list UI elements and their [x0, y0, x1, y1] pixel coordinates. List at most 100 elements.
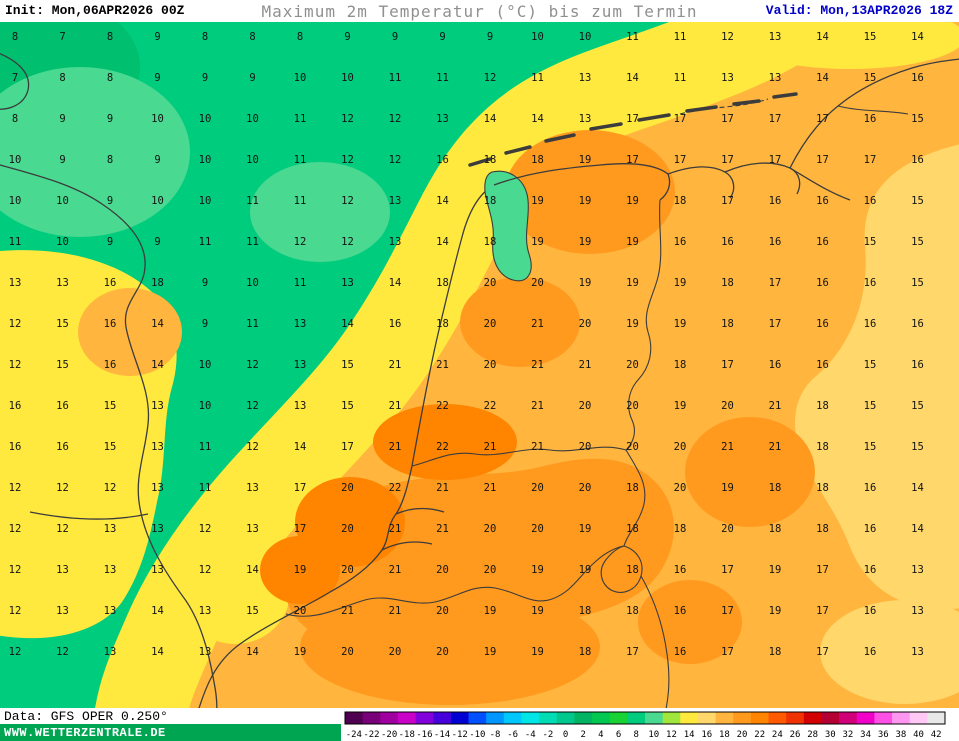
- de-fr-border: [640, 575, 670, 708]
- temp-value: 20: [341, 482, 354, 494]
- temp-value: 17: [816, 113, 829, 125]
- temp-value: 21: [341, 605, 354, 617]
- legend-tick-label: -12: [452, 730, 468, 740]
- temp-value: 12: [9, 605, 22, 617]
- temp-value: 20: [579, 482, 592, 494]
- temp-value: 21: [389, 523, 402, 535]
- temp-value: 13: [294, 400, 307, 412]
- temp-value: 11: [246, 318, 259, 330]
- temp-value: 13: [769, 31, 782, 43]
- temp-value: 20: [484, 359, 497, 371]
- temp-value: 18: [484, 154, 497, 166]
- temp-value: 12: [9, 318, 22, 330]
- temperature-legend: -24 -22 -20 -18 -16 -14 -12 -10 -8 -6 -4 -2 0 2 4 6 8 10 1…: [344, 711, 946, 740]
- temp-value: 18: [579, 646, 592, 658]
- valid-time-label: Valid: Mon,13APR2026 18Z: [765, 3, 953, 18]
- zeeland-estuary-2: [395, 507, 445, 515]
- legend-tick-label: -18: [399, 730, 415, 740]
- temp-value: 17: [816, 646, 829, 658]
- temperature-field: [0, 22, 959, 708]
- temp-value: 14: [436, 195, 449, 207]
- temp-value: 17: [769, 154, 782, 166]
- legend-color-cell: [345, 712, 364, 724]
- temp-value: 19: [484, 605, 497, 617]
- temp-value: 11: [626, 31, 639, 43]
- temp-value: 16: [864, 113, 877, 125]
- temp-value: 12: [341, 195, 354, 207]
- temp-value: 16: [816, 318, 829, 330]
- temp-value: 20: [674, 441, 687, 453]
- temp-value: 13: [246, 523, 259, 535]
- temp-value: 16: [9, 441, 22, 453]
- temp-value: 21: [484, 482, 497, 494]
- temp-value: 14: [389, 277, 402, 289]
- temp-value: 11: [294, 277, 307, 289]
- legend-tick-label: 10: [648, 730, 659, 740]
- legend-colorbar-border: [344, 711, 946, 725]
- temp-value: 17: [769, 318, 782, 330]
- legend-tick-label: 0: [563, 730, 568, 740]
- temp-value: 18: [769, 646, 782, 658]
- temp-value: 17: [674, 154, 687, 166]
- temp-value: 12: [9, 564, 22, 576]
- coastlines: [0, 53, 959, 708]
- legend-color-cell: [380, 712, 399, 724]
- temp-value: 10: [199, 113, 212, 125]
- legend-tick-label: 30: [825, 730, 836, 740]
- temp-value: 19: [531, 236, 544, 248]
- temp-value: 19: [626, 236, 639, 248]
- legend-color-cell: [450, 712, 469, 724]
- temp-value: 17: [626, 154, 639, 166]
- temp-value: 9: [439, 31, 445, 43]
- temp-value: 8: [202, 31, 208, 43]
- temp-value: 8: [107, 72, 113, 84]
- legend-color-cell: [909, 712, 928, 724]
- temp-value: 12: [246, 441, 259, 453]
- map-title: Maximum 2m Temperatur (°C) bis zum Termi…: [261, 2, 698, 21]
- temp-value: 9: [154, 31, 160, 43]
- temp-value: 10: [246, 154, 259, 166]
- temp-value: 11: [246, 195, 259, 207]
- temp-value: 12: [341, 154, 354, 166]
- temp-value: 10: [199, 195, 212, 207]
- temp-value: 16: [864, 277, 877, 289]
- temp-value: 20: [436, 605, 449, 617]
- luxembourg-border: [600, 545, 643, 593]
- temp-value: 20: [484, 277, 497, 289]
- temp-value: 17: [721, 646, 734, 658]
- temp-value: 16: [389, 318, 402, 330]
- temp-value: 18: [769, 482, 782, 494]
- temp-value: 8: [12, 31, 18, 43]
- temp-value: 20: [341, 646, 354, 658]
- temp-value: 19: [579, 236, 592, 248]
- temp-value: 20: [484, 523, 497, 535]
- temp-value: 21: [531, 441, 544, 453]
- temp-value: 10: [151, 113, 164, 125]
- temp-value: 18: [626, 482, 639, 494]
- temp-value: 12: [246, 359, 259, 371]
- temp-value: 15: [104, 400, 117, 412]
- legend-color-cell: [486, 712, 505, 724]
- temp-value: 13: [389, 236, 402, 248]
- legend-tick-label: 14: [684, 730, 695, 740]
- legend-color-cell: [627, 712, 646, 724]
- temp-value: 13: [246, 482, 259, 494]
- temp-value: 16: [674, 605, 687, 617]
- temp-value: 11: [199, 441, 212, 453]
- legend-color-cell: [803, 712, 822, 724]
- legend-tick-label: -20: [381, 730, 397, 740]
- temp-value: 11: [294, 154, 307, 166]
- temp-value: 16: [864, 482, 877, 494]
- temp-value: 9: [249, 72, 255, 84]
- legend-color-cell: [839, 712, 858, 724]
- temp-value: 17: [721, 605, 734, 617]
- legend-color-cell: [574, 712, 593, 724]
- temp-value: 19: [579, 523, 592, 535]
- temp-value: 10: [151, 195, 164, 207]
- legend-color-cell: [556, 712, 575, 724]
- temp-value: 16: [911, 318, 924, 330]
- temp-value: 14: [816, 72, 829, 84]
- temp-value: 13: [199, 646, 212, 658]
- temp-value: 16: [436, 154, 449, 166]
- temp-value: 20: [531, 277, 544, 289]
